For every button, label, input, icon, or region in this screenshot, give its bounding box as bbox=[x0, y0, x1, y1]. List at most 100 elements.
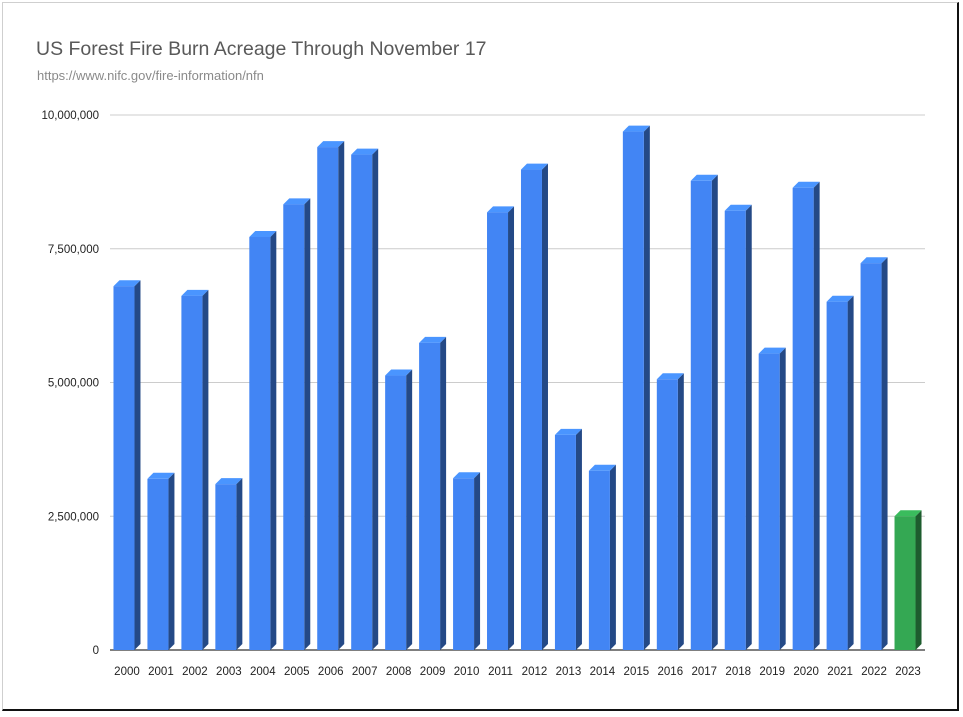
x-tick-label: 2009 bbox=[420, 666, 446, 678]
x-tick-label: 2014 bbox=[590, 666, 616, 678]
bar-2013 bbox=[554, 428, 582, 650]
bar-2016 bbox=[656, 373, 684, 650]
bar-2012 bbox=[520, 163, 548, 650]
bar-2002 bbox=[181, 289, 209, 650]
bar-side bbox=[813, 181, 820, 650]
bar-side bbox=[236, 478, 243, 650]
bar-side bbox=[609, 464, 616, 650]
x-tick-label: 2001 bbox=[148, 666, 174, 678]
x-tick-label: 2023 bbox=[895, 666, 921, 678]
bar-2006 bbox=[317, 141, 345, 650]
bar-top bbox=[554, 428, 582, 435]
bar-side bbox=[541, 163, 548, 650]
bar-front bbox=[317, 147, 339, 650]
bar-side bbox=[575, 428, 582, 650]
bar-side bbox=[338, 141, 345, 650]
y-tick-label: 2,500,000 bbox=[48, 511, 99, 523]
bar-front bbox=[181, 295, 203, 650]
x-tick-label: 2016 bbox=[658, 666, 684, 678]
bar-2017 bbox=[690, 174, 718, 650]
bar-side bbox=[474, 472, 481, 650]
bar-top bbox=[622, 125, 650, 132]
bar-top bbox=[283, 198, 311, 205]
bar-side bbox=[168, 472, 175, 650]
bar-side bbox=[406, 369, 413, 650]
bar-2009 bbox=[419, 336, 447, 650]
bar-front bbox=[453, 478, 475, 650]
x-tick-label: 2015 bbox=[624, 666, 650, 678]
bar-top bbox=[656, 373, 684, 380]
bar-top bbox=[588, 464, 616, 471]
bar-front bbox=[351, 154, 373, 650]
bar-side bbox=[372, 148, 379, 650]
bar-side bbox=[745, 204, 752, 650]
bar-front bbox=[894, 516, 916, 650]
chart-title: US Forest Fire Burn Acreage Through Nove… bbox=[36, 38, 487, 60]
x-tick-label: 2018 bbox=[725, 666, 751, 678]
bar-top bbox=[826, 295, 854, 302]
bar-top bbox=[249, 230, 277, 237]
bar-top bbox=[487, 206, 515, 213]
bar-top bbox=[385, 369, 413, 376]
bar-top bbox=[860, 257, 888, 264]
bar-front bbox=[283, 204, 305, 650]
bar-side bbox=[134, 280, 141, 650]
bar-top bbox=[181, 289, 209, 296]
bar-top bbox=[419, 336, 447, 343]
bar-2010 bbox=[453, 472, 481, 650]
bar-2008 bbox=[385, 369, 413, 650]
bar-2014 bbox=[588, 464, 616, 650]
bar-2021 bbox=[826, 295, 854, 650]
x-tick-label: 2007 bbox=[352, 666, 378, 678]
bar-side bbox=[508, 206, 515, 650]
bar-2022 bbox=[860, 257, 888, 650]
bar-2000 bbox=[113, 280, 141, 650]
bar-top bbox=[147, 472, 175, 479]
bar-top bbox=[758, 347, 786, 354]
x-tick-label: 2003 bbox=[216, 666, 242, 678]
bar-top bbox=[215, 478, 243, 485]
x-tick-label: 2006 bbox=[318, 666, 344, 678]
chart-subtitle: https://www.nifc.gov/fire-information/nf… bbox=[37, 68, 264, 83]
bar-front bbox=[792, 187, 814, 650]
bar-top bbox=[894, 510, 922, 517]
bar-side bbox=[304, 198, 311, 650]
x-tick-label: 2019 bbox=[759, 666, 785, 678]
bar-side bbox=[440, 336, 447, 650]
bar-top bbox=[453, 472, 481, 479]
y-tick-label: 5,000,000 bbox=[48, 378, 99, 390]
bar-2011 bbox=[487, 206, 515, 650]
x-tick-label: 2020 bbox=[793, 666, 819, 678]
bar-top bbox=[724, 204, 752, 211]
y-tick-label: 0 bbox=[93, 645, 99, 657]
bar-front bbox=[758, 353, 780, 650]
bar-top bbox=[351, 148, 379, 155]
bar-2005 bbox=[283, 198, 311, 650]
bar-front bbox=[113, 286, 135, 650]
bar-side bbox=[915, 510, 922, 650]
bar-front bbox=[724, 210, 746, 650]
bar-front bbox=[487, 212, 509, 650]
bar-side bbox=[270, 230, 277, 651]
x-tick-label: 2013 bbox=[556, 666, 582, 678]
x-tick-label: 2021 bbox=[827, 666, 853, 678]
x-tick-label: 2022 bbox=[861, 666, 887, 678]
bar-front bbox=[215, 484, 237, 650]
x-tick-label: 2002 bbox=[182, 666, 208, 678]
bar-side bbox=[711, 174, 718, 650]
bar-front bbox=[622, 131, 644, 650]
y-tick-label: 7,500,000 bbox=[48, 244, 99, 256]
bar-side bbox=[643, 125, 650, 650]
bar-side bbox=[779, 347, 786, 650]
bar-front bbox=[520, 169, 542, 650]
bar-front bbox=[826, 301, 848, 650]
x-tick-label: 2012 bbox=[522, 666, 548, 678]
bar-front bbox=[860, 263, 882, 650]
bar-front bbox=[147, 478, 169, 650]
bar-top bbox=[520, 163, 548, 170]
bar-2018 bbox=[724, 204, 752, 650]
bar-front bbox=[385, 375, 407, 650]
bar-front bbox=[249, 236, 271, 651]
bar-side bbox=[847, 295, 854, 650]
